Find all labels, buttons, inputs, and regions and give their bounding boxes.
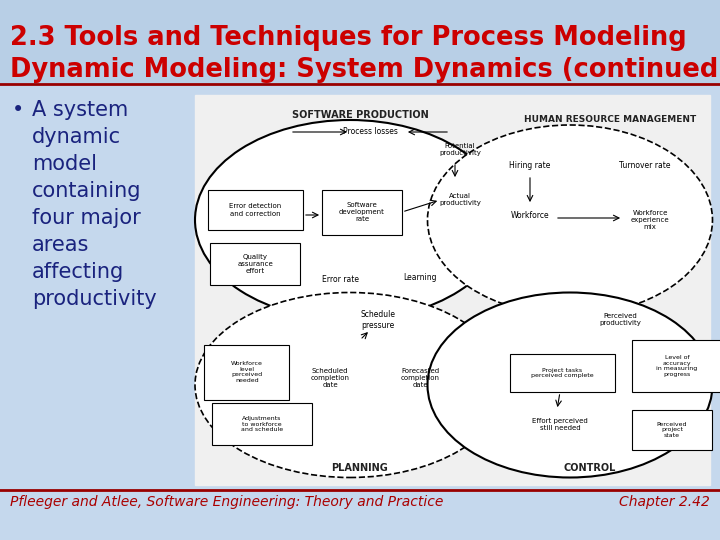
Text: Scheduled
completion
date: Scheduled completion date — [310, 368, 349, 388]
Text: Software
development
rate: Software development rate — [339, 202, 385, 222]
Text: Pfleeger and Atlee, Software Engineering: Theory and Practice: Pfleeger and Atlee, Software Engineering… — [10, 495, 444, 509]
Ellipse shape — [428, 125, 713, 315]
Text: PLANNING: PLANNING — [332, 463, 388, 473]
Ellipse shape — [428, 293, 713, 477]
Text: Workforce
level
perceived
needed: Workforce level perceived needed — [231, 361, 263, 383]
Text: Adjustments
to workforce
and schedule: Adjustments to workforce and schedule — [241, 416, 283, 433]
Text: Level of
accuracy
in measuring
progress: Level of accuracy in measuring progress — [657, 355, 698, 377]
Text: Turnover rate: Turnover rate — [619, 160, 671, 170]
Text: Error detection
and correction: Error detection and correction — [229, 204, 281, 217]
Text: Project tasks
perceived complete: Project tasks perceived complete — [531, 368, 593, 379]
Bar — [322, 190, 402, 235]
Text: Quality
assurance
effort: Quality assurance effort — [237, 254, 273, 274]
Text: CONTROL: CONTROL — [564, 463, 616, 473]
Bar — [195, 95, 710, 485]
Text: containing: containing — [32, 181, 142, 201]
Text: Dynamic Modeling: System Dynamics (continued): Dynamic Modeling: System Dynamics (conti… — [10, 57, 720, 83]
Text: Perceived
project
state: Perceived project state — [657, 422, 688, 438]
Text: Chapter 2.42: Chapter 2.42 — [619, 495, 710, 509]
Text: •: • — [12, 100, 24, 120]
Text: Potential
productivity: Potential productivity — [439, 144, 481, 157]
Text: model: model — [32, 154, 97, 174]
Text: A system: A system — [32, 100, 128, 120]
Text: dynamic: dynamic — [32, 127, 121, 147]
Text: Effort perceived
still needed: Effort perceived still needed — [532, 418, 588, 431]
Text: affecting: affecting — [32, 262, 125, 282]
Text: 2.3 Tools and Techniques for Process Modeling: 2.3 Tools and Techniques for Process Mod… — [10, 25, 687, 51]
Bar — [208, 190, 303, 230]
Text: Workforce: Workforce — [510, 211, 549, 219]
Text: Actual
productivity: Actual productivity — [439, 193, 481, 206]
Text: Perceived
productivity: Perceived productivity — [599, 314, 641, 327]
Bar — [632, 410, 712, 450]
Text: HUMAN RESOURCE MANAGEMENT: HUMAN RESOURCE MANAGEMENT — [524, 116, 696, 125]
Text: areas: areas — [32, 235, 89, 255]
Bar — [632, 340, 720, 392]
Text: Forecasted
completion
date: Forecasted completion date — [400, 368, 439, 388]
Text: productivity: productivity — [32, 289, 157, 309]
Bar — [210, 243, 300, 285]
Bar — [204, 345, 289, 400]
Text: SOFTWARE PRODUCTION: SOFTWARE PRODUCTION — [292, 110, 428, 120]
Text: Workforce
experience
mix: Workforce experience mix — [631, 210, 670, 230]
Text: Hiring rate: Hiring rate — [509, 160, 551, 170]
Text: Error rate: Error rate — [322, 275, 359, 285]
Ellipse shape — [195, 120, 505, 320]
Ellipse shape — [195, 293, 505, 477]
Bar — [212, 403, 312, 445]
Text: Process losses: Process losses — [343, 127, 397, 137]
Bar — [0, 0, 720, 84]
Text: Learning: Learning — [403, 273, 437, 282]
Bar — [510, 354, 615, 392]
Text: four major: four major — [32, 208, 140, 228]
Text: Schedule
pressure: Schedule pressure — [361, 310, 395, 330]
